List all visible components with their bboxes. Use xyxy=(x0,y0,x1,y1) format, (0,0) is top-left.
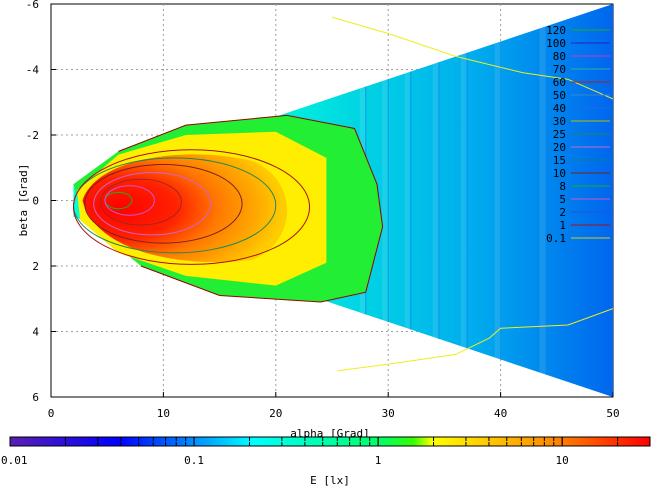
x-tick-label: 30 xyxy=(382,407,395,420)
legend-label: 80 xyxy=(553,50,566,63)
x-tick-label: 50 xyxy=(606,407,619,420)
legend-label: 25 xyxy=(553,128,566,141)
legend-label: 5 xyxy=(559,193,566,206)
legend-label: 50 xyxy=(553,89,566,102)
y-tick-label: -2 xyxy=(26,129,39,142)
legend-label: 60 xyxy=(553,76,566,89)
legend-label: 1 xyxy=(559,219,566,232)
legend-label: 10 xyxy=(553,167,566,180)
y-axis-ticks: -6 -4 -2 0 2 4 6 xyxy=(26,0,56,404)
y-tick-label: 0 xyxy=(32,195,39,208)
y-tick-label: 2 xyxy=(32,260,39,273)
field-layer xyxy=(72,4,613,397)
legend-label: 20 xyxy=(553,141,566,154)
contour-line xyxy=(99,178,182,226)
contour-line xyxy=(84,163,243,244)
colorbar-tick-label: 0.1 xyxy=(184,454,204,467)
colorbar-tick-label: 1 xyxy=(375,454,382,467)
field-slabs xyxy=(359,26,547,375)
contour-line xyxy=(337,308,613,372)
x-tick-label: 0 xyxy=(48,407,55,420)
y-tick-label: 4 xyxy=(32,326,39,339)
contour-line xyxy=(104,185,155,216)
colorbar-ticks: 0.01 0.1 1 10 xyxy=(1,437,651,467)
legend-label: 100 xyxy=(546,37,566,50)
legend-label: 8 xyxy=(559,180,566,193)
hot-zone xyxy=(82,154,288,263)
y-tick-label: -4 xyxy=(26,64,40,77)
y-axis-label: beta [Grad] xyxy=(17,164,30,237)
legend-label: 70 xyxy=(553,63,566,76)
legend-label: 40 xyxy=(553,102,566,115)
contour-line xyxy=(72,149,311,265)
field-slab-shade xyxy=(494,41,501,360)
field-slab-shade xyxy=(404,71,411,330)
colorbar-label: E [lx] xyxy=(310,474,350,486)
contour-line xyxy=(331,16,613,100)
colorbar-tick-label: 10 xyxy=(556,454,569,467)
legend-label: 2 xyxy=(559,206,566,219)
x-axis-ticks: 0 10 20 30 40 50 xyxy=(48,392,620,420)
legend-label: 0.1 xyxy=(546,232,566,245)
x-tick-label: 20 xyxy=(269,407,282,420)
legend-label: 15 xyxy=(553,154,566,167)
field-slab-shade xyxy=(460,52,467,349)
legend-label: 120 xyxy=(546,24,566,37)
y-tick-label: 6 xyxy=(32,391,39,404)
contour-line xyxy=(118,114,384,303)
x-tick-label: 10 xyxy=(157,407,170,420)
legend-label: 30 xyxy=(553,115,566,128)
x-tick-label: 40 xyxy=(494,407,507,420)
colorbar-tick-label: 0.01 xyxy=(1,454,28,467)
field-slab-shade xyxy=(382,79,389,322)
field-slab-shade xyxy=(432,62,439,339)
contour-lines xyxy=(72,16,613,372)
contour-line xyxy=(93,172,212,236)
field-slab-shade xyxy=(539,26,546,375)
y-tick-label: -6 xyxy=(26,0,39,11)
